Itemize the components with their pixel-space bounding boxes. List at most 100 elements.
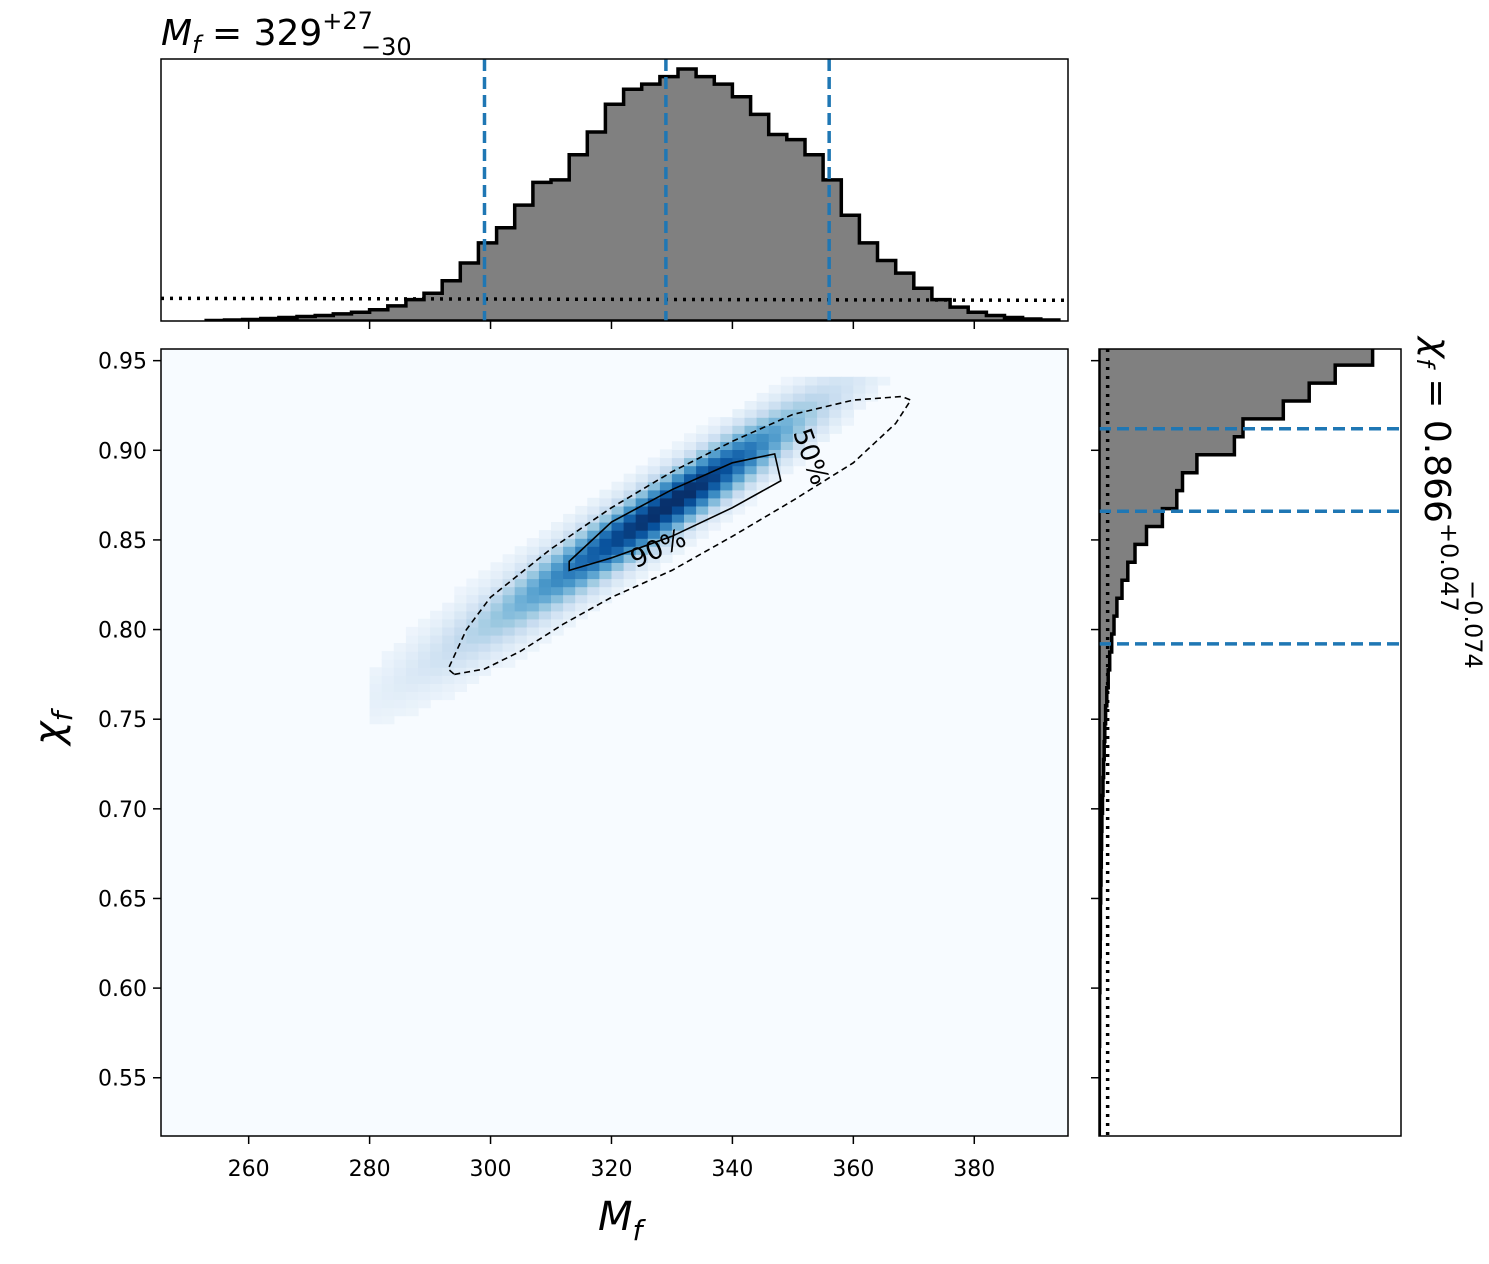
density-cell (551, 610, 564, 620)
density-cell (768, 417, 782, 426)
density-cell (635, 554, 649, 563)
density-cell (780, 384, 794, 394)
y-axis-ticks: 0.55 0.60 0.65 0.70 0.75 0.80 0.85 0.90 0.95 (98, 350, 161, 1092)
density-cell (780, 449, 794, 459)
density-cell (551, 546, 564, 555)
density-cell (853, 376, 866, 386)
density-cell (563, 610, 576, 620)
density-cell (393, 699, 407, 709)
contour-50-percent (568, 452, 782, 572)
density-cell (405, 626, 419, 636)
density-cell (418, 634, 431, 644)
density-cell (744, 433, 758, 442)
x-title-plus: +27 (322, 7, 373, 35)
density-cell (623, 530, 637, 539)
density-cell (563, 546, 576, 555)
density-cell (817, 392, 830, 402)
density-cell (466, 602, 480, 612)
density-cell (430, 610, 443, 620)
y-title-plus: +0.047 (1435, 523, 1463, 612)
density-cell (696, 481, 709, 491)
density-cell (466, 586, 480, 596)
density-cell (563, 522, 576, 531)
density-cell (756, 449, 770, 459)
density-cell (490, 618, 504, 628)
x-tick-label: 360 (832, 1157, 874, 1182)
density-cell (587, 594, 600, 604)
density-cell (877, 376, 891, 386)
density-cell (466, 675, 480, 684)
density-cell (538, 554, 552, 563)
density-cell (418, 683, 431, 692)
density-cell (611, 497, 625, 507)
density-cell (659, 538, 673, 547)
density-cell (696, 522, 709, 531)
density-cell (732, 425, 746, 434)
density-cell (442, 691, 455, 701)
density-cell (611, 481, 625, 491)
density-cell (369, 699, 383, 709)
density-cell (526, 554, 540, 563)
density-cell (768, 457, 782, 467)
density-cell (732, 481, 746, 491)
density-cell (805, 409, 818, 418)
density-cell (599, 497, 613, 507)
density-cell (563, 602, 576, 612)
density-cell (696, 513, 709, 523)
density-cell (744, 441, 758, 450)
density-cell (430, 683, 443, 692)
density-cell (829, 425, 842, 434)
density-cell (381, 667, 395, 676)
density-cell (526, 634, 540, 644)
density-cell (671, 457, 685, 467)
joint-density-panel: 90%50% 260 280 300 320 340 360 380 0.550.600.6… (26, 348, 1069, 1247)
density-cell (418, 643, 431, 652)
density-cell (599, 489, 613, 499)
density-cell (599, 546, 613, 555)
density-cell (430, 626, 443, 636)
density-cell (563, 538, 576, 547)
density-cell (768, 401, 782, 410)
y-tick-label: 0.65 (98, 887, 147, 912)
density-cell (369, 675, 383, 684)
density-cell (623, 473, 637, 483)
density-cell (732, 473, 746, 483)
x-param-title: Mf = 329+27 (161, 7, 373, 59)
density-cell (478, 610, 492, 620)
density-cell (732, 449, 746, 459)
density-cell (647, 554, 661, 563)
density-cell (538, 538, 552, 547)
density-cell (454, 643, 467, 652)
density-cell (768, 441, 782, 450)
density-cell (442, 634, 455, 644)
density-cell (514, 634, 528, 644)
density-cell (599, 530, 613, 539)
density-cell (696, 425, 709, 434)
density-cell (708, 481, 721, 491)
density-cell (671, 473, 685, 483)
density-cell (635, 465, 649, 475)
density-cell (393, 643, 407, 652)
density-cell (478, 570, 492, 580)
density-cell (454, 626, 467, 636)
density-cell (829, 417, 842, 426)
density-cell (430, 634, 443, 644)
density-cell (575, 538, 588, 547)
density-cell (526, 546, 540, 555)
density-cell (623, 562, 637, 571)
density-cell (684, 433, 697, 442)
density-cell (671, 513, 685, 523)
density-cell (381, 707, 395, 717)
density-cell (684, 489, 697, 499)
density-cell (514, 554, 528, 563)
density-cell (454, 683, 467, 692)
density-cell (780, 425, 794, 434)
density-cell (708, 425, 721, 434)
density-cell (732, 505, 746, 515)
density-cell (442, 659, 455, 668)
density-cell (563, 618, 576, 628)
density-cell (490, 626, 504, 636)
top-panel-frame (160, 58, 1069, 322)
density-cell (405, 699, 419, 709)
density-cell (696, 530, 709, 539)
